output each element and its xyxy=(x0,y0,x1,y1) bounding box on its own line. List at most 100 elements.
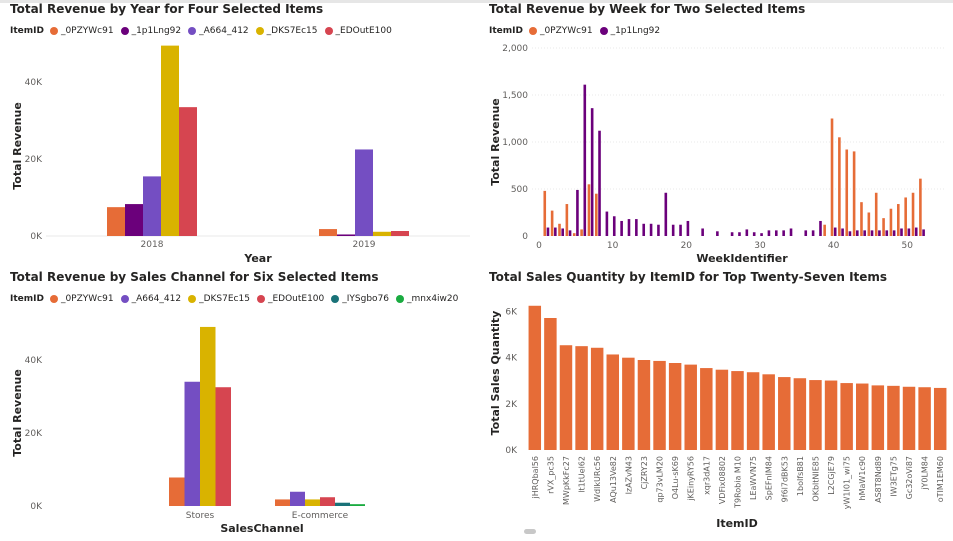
bar xyxy=(686,220,690,236)
bar xyxy=(841,228,844,236)
x-tick-label: WdlkURc56 xyxy=(593,456,602,502)
bar xyxy=(914,227,918,236)
bar xyxy=(830,118,834,236)
legend-item[interactable]: _IYSgbo76 xyxy=(331,294,389,304)
bar xyxy=(335,502,350,506)
bar xyxy=(897,204,900,236)
legend-item[interactable]: _EDOutE100 xyxy=(324,26,392,36)
bar xyxy=(605,211,609,236)
bar xyxy=(809,380,822,450)
legend-dot-icon xyxy=(324,27,333,35)
bar xyxy=(863,230,866,236)
bar xyxy=(701,228,704,236)
legend-item[interactable]: _0PZYWc91 xyxy=(528,26,593,36)
legend-item[interactable]: _EDOutE100 xyxy=(256,294,324,304)
bar xyxy=(746,372,760,450)
x-tick-label: xqr3dA17 xyxy=(702,456,711,495)
chart-legend: ItemID _0PZYWc91 _A664_412 _DKS7Ec15 _EDOut… xyxy=(10,294,465,304)
x-tick-label: hMaW1c90 xyxy=(858,456,867,500)
legend-dot-icon xyxy=(188,295,197,303)
x-tick-label: IzAZvN43 xyxy=(624,456,633,494)
legend-item[interactable]: _1p1Lng92 xyxy=(120,26,181,36)
bar xyxy=(700,368,713,450)
bar xyxy=(848,231,852,236)
x-tick-label: MWpKkFc27 xyxy=(562,456,571,505)
bar xyxy=(664,192,668,236)
x-tick-label: 20 xyxy=(681,241,693,251)
legend-label: _0PZYWc91 xyxy=(539,26,593,36)
legend-item[interactable]: _A664_412 xyxy=(188,26,249,36)
bar xyxy=(871,385,885,450)
y-tick-label: 2K xyxy=(505,400,518,410)
bar xyxy=(774,230,778,236)
bar xyxy=(918,387,931,450)
legend-label: _EDOutE100 xyxy=(335,26,392,36)
bar xyxy=(679,224,682,236)
bar xyxy=(762,374,775,450)
legend-item[interactable]: _1p1Lng92 xyxy=(599,26,660,36)
bar xyxy=(933,387,947,450)
bar xyxy=(161,45,179,236)
bar xyxy=(922,229,925,236)
bar xyxy=(668,363,682,450)
x-tick-label: 9f6l7dBK53 xyxy=(780,456,789,502)
chart-title: Total Revenue by Year for Four Selected … xyxy=(10,2,324,16)
bar xyxy=(767,230,771,236)
bar xyxy=(544,318,557,450)
legend-item[interactable]: _mnx4iw20 xyxy=(396,294,458,304)
bar xyxy=(606,354,619,450)
bar xyxy=(874,192,878,236)
y-axis-title: Total Sales Quantity xyxy=(489,311,502,436)
bar xyxy=(215,387,231,506)
chart-title: Total Revenue by Sales Channel for Six S… xyxy=(10,270,379,284)
horizontal-scrollbar[interactable] xyxy=(524,529,536,534)
x-tick-label: 40 xyxy=(828,241,840,251)
y-tick-label: 0K xyxy=(30,502,43,512)
x-tick-label: oTIM1EM60 xyxy=(936,456,945,502)
bar xyxy=(561,228,564,236)
bar xyxy=(731,371,744,450)
bar xyxy=(760,233,763,236)
legend-label: _IYSgbo76 xyxy=(342,294,390,304)
legend-dot-icon xyxy=(120,295,129,303)
legend-label: _0PZYWc91 xyxy=(60,294,114,304)
bar xyxy=(612,216,616,236)
bar xyxy=(550,210,554,236)
y-tick-label: 1,000 xyxy=(502,138,528,148)
legend-item[interactable]: _A664_412 xyxy=(120,294,181,304)
bar xyxy=(845,149,849,236)
x-tick-label: 50 xyxy=(902,241,914,251)
legend-item[interactable]: _0PZYWc91 xyxy=(49,26,114,36)
x-tick-label: LEaWVN75 xyxy=(749,456,758,500)
bar xyxy=(907,228,911,236)
y-tick-label: 40K xyxy=(25,78,43,88)
bar xyxy=(580,229,583,236)
bar xyxy=(184,381,200,506)
legend-item[interactable]: _DKS7Ec15 xyxy=(255,26,318,36)
legend-dot-icon xyxy=(331,295,340,303)
x-tick-label: L2CGjE79 xyxy=(827,456,836,495)
x-tick-label: OKbltNIE85 xyxy=(811,456,820,502)
bar xyxy=(590,108,594,236)
x-tick-label: AQu13Ve82 xyxy=(609,456,618,503)
x-tick-label: E-commerce xyxy=(292,511,349,521)
y-tick-label: 40K xyxy=(25,356,43,366)
legend-item[interactable]: _0PZYWc91 xyxy=(49,294,114,304)
bar xyxy=(622,357,635,450)
y-tick-label: 4K xyxy=(505,354,518,364)
x-tick-label: yW1I01_wi75 xyxy=(843,456,852,509)
legend-item[interactable]: _DKS7Ec15 xyxy=(188,294,250,304)
y-tick-label: 500 xyxy=(511,185,528,195)
legend-label: _A664_412 xyxy=(199,26,249,36)
x-tick-label: 0 xyxy=(536,241,542,251)
x-tick-label: SpEFnIM84 xyxy=(765,456,774,500)
x-tick-label: AS8T8Nd89 xyxy=(874,456,883,503)
x-tick-label: lt1tUel62 xyxy=(578,456,587,493)
x-axis-title: Year xyxy=(243,252,272,265)
x-tick-label: Gc32oVi87 xyxy=(905,456,914,499)
bar xyxy=(337,234,355,236)
bar xyxy=(546,227,550,236)
bar xyxy=(885,230,889,236)
